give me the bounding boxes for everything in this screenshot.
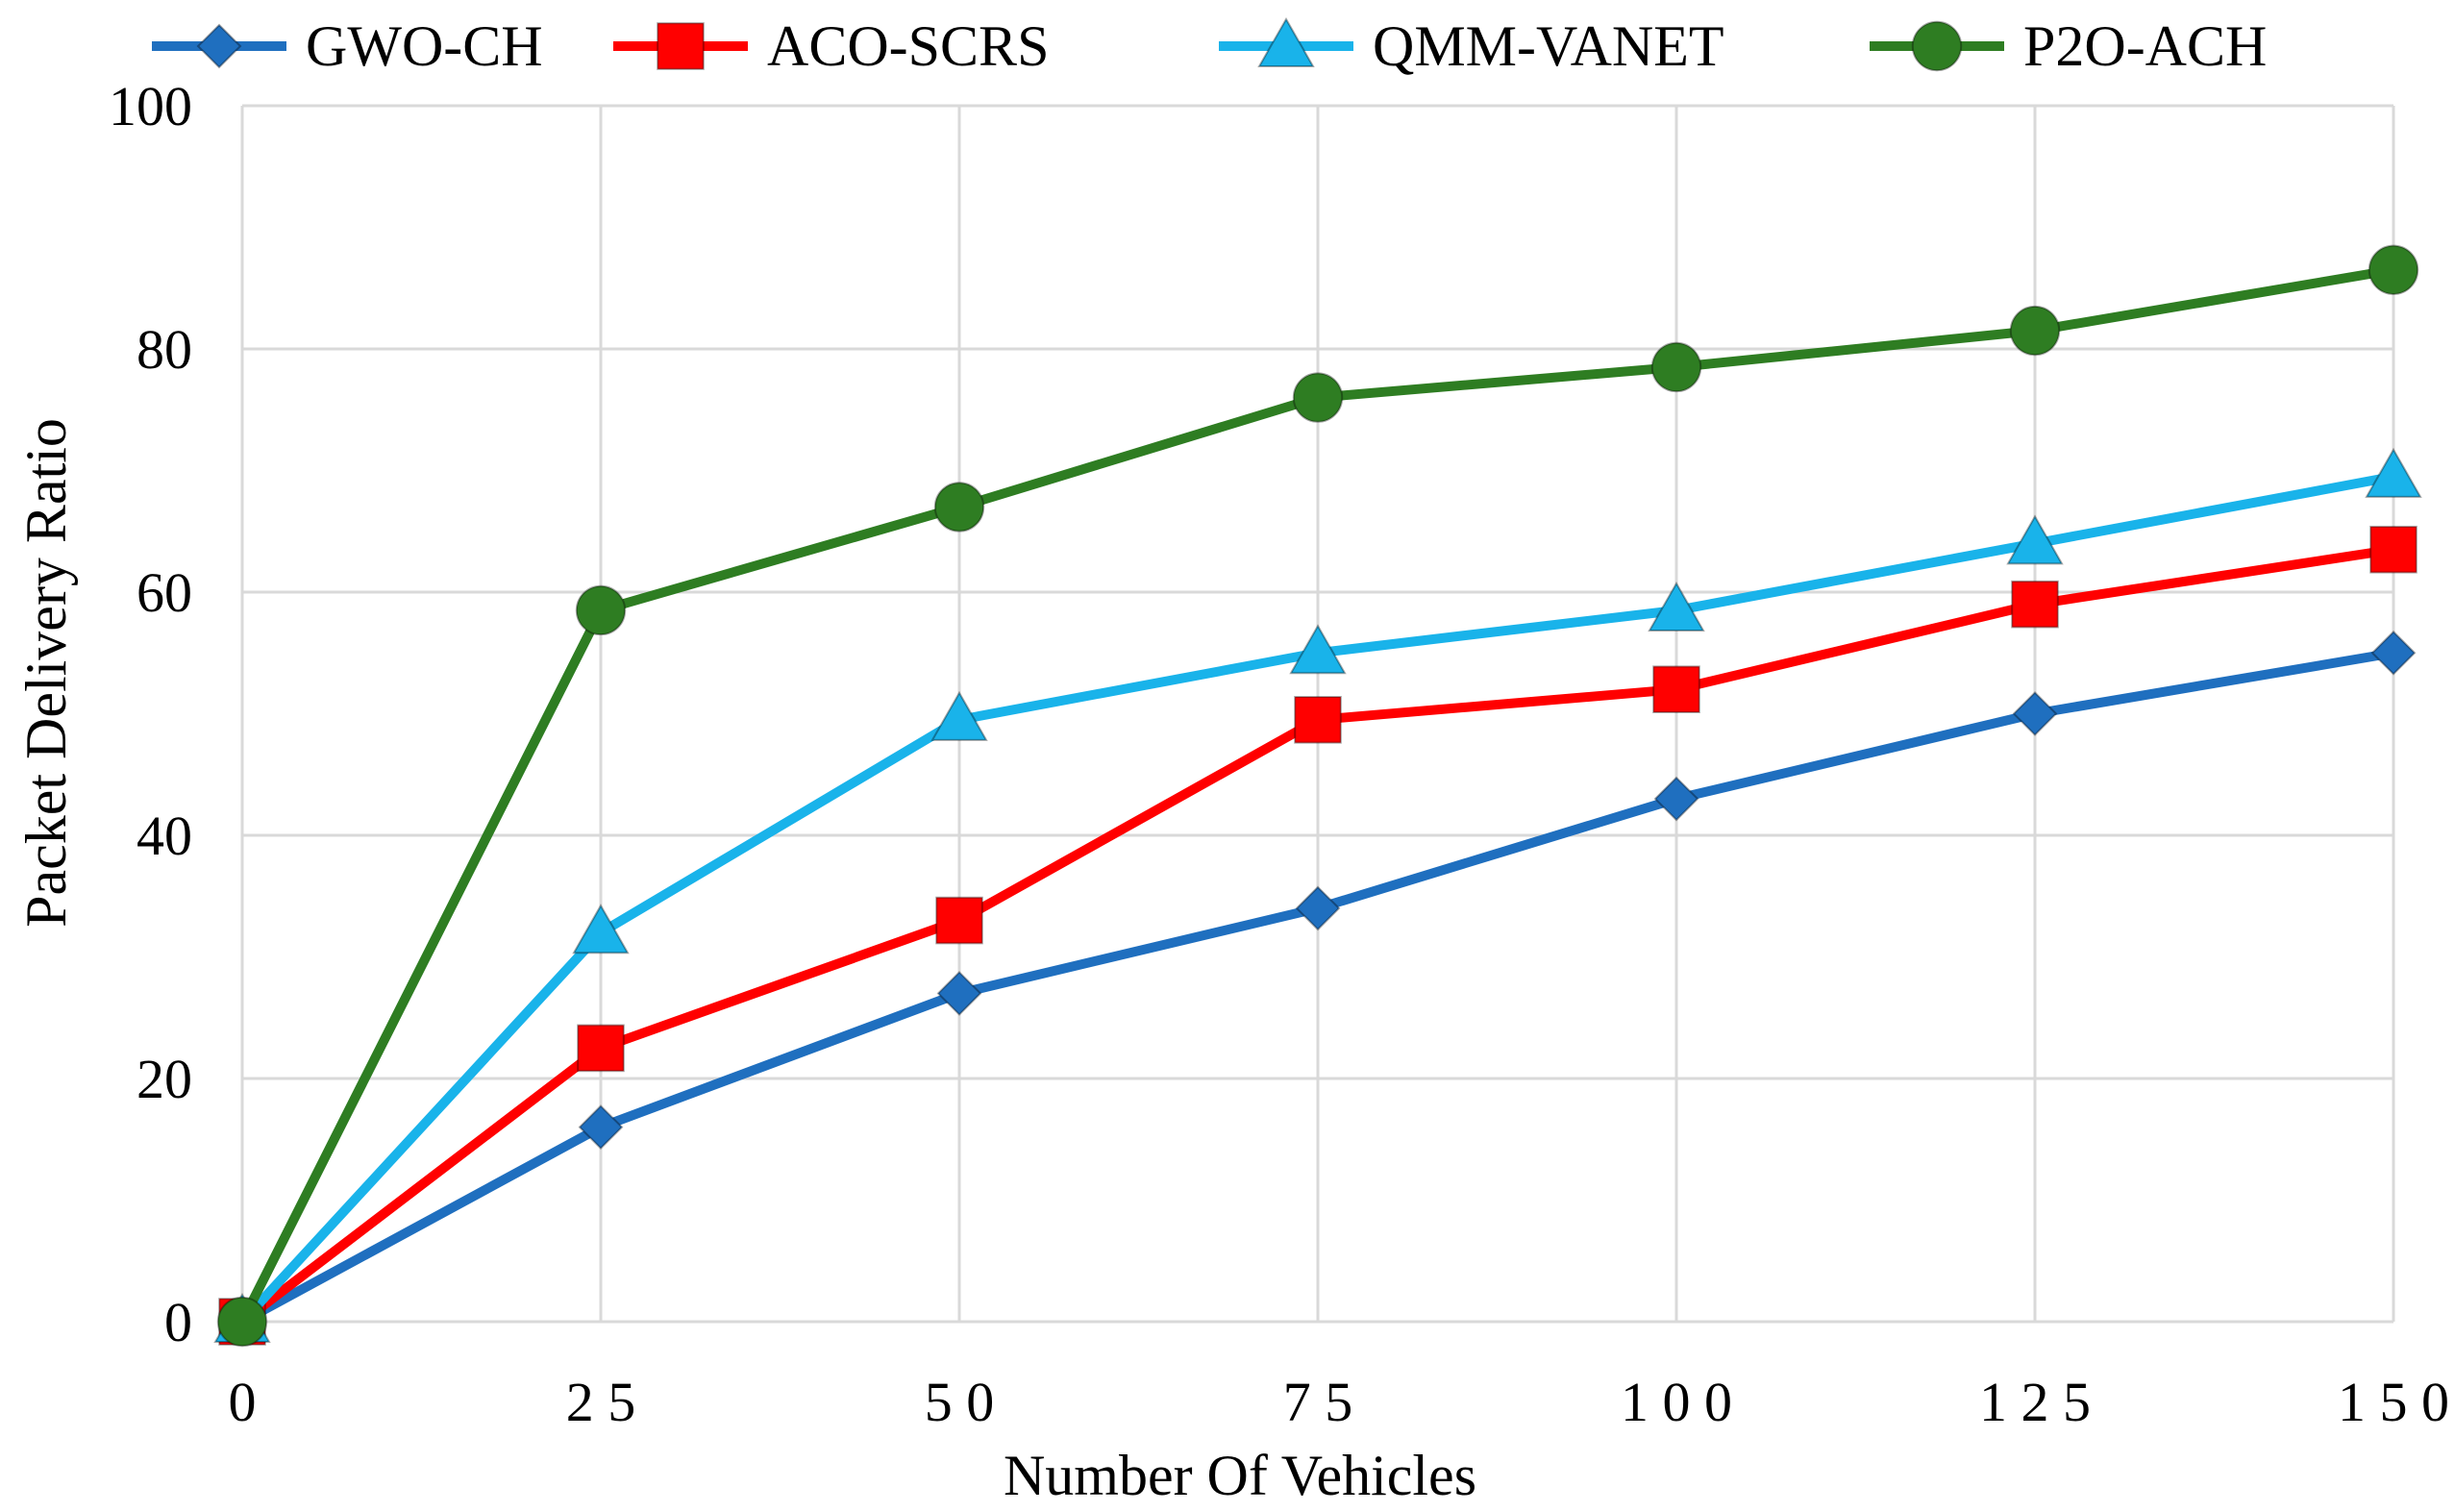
series-gwo-ch bbox=[219, 630, 2417, 1345]
legend-label: GWO-CH bbox=[306, 14, 543, 78]
legend-label: P2O-ACH bbox=[2023, 14, 2267, 78]
x-axis-ticks: 0 2 5 5 0 7 5 1 0 0 1 2 5 1 5 0 bbox=[229, 1371, 2450, 1433]
legend-marker bbox=[1911, 20, 1963, 72]
data-point bbox=[1653, 776, 1699, 822]
data-point bbox=[578, 1104, 624, 1151]
y-tick-label: 20 bbox=[136, 1048, 192, 1110]
legend-label: ACO-SCRS bbox=[767, 14, 1049, 78]
data-point bbox=[936, 971, 982, 1016]
data-point bbox=[1648, 581, 1705, 632]
data-point bbox=[572, 904, 630, 954]
y-tick-label: 0 bbox=[164, 1291, 192, 1353]
y-tick-label: 60 bbox=[136, 561, 192, 624]
data-point bbox=[1289, 624, 1347, 675]
series-p2o-ach bbox=[216, 244, 2419, 1348]
x-tick-label: 2 5 bbox=[566, 1371, 636, 1433]
data-point bbox=[2365, 447, 2422, 498]
x-axis-label: Number Of Vehicles bbox=[1004, 1444, 1476, 1507]
data-point bbox=[1650, 341, 1702, 393]
x-tick-label: 1 2 5 bbox=[1979, 1371, 2091, 1433]
y-tick-label: 100 bbox=[109, 75, 192, 137]
data-point bbox=[577, 1024, 625, 1073]
data-point bbox=[1292, 372, 1344, 423]
series-group bbox=[213, 244, 2422, 1348]
legend-marker bbox=[196, 23, 242, 69]
legend-marker bbox=[1257, 16, 1315, 67]
legend: GWO-CH ACO-SCRS QMM-VANET P2O-ACH bbox=[152, 14, 2267, 78]
data-point bbox=[930, 690, 988, 741]
series-qmm-vanet bbox=[213, 447, 2422, 1343]
data-point bbox=[216, 1296, 268, 1348]
data-point bbox=[935, 896, 983, 945]
y-axis-label: Packet Delivery Ratio bbox=[14, 418, 78, 928]
data-point bbox=[1295, 885, 1341, 931]
x-tick-label: 5 0 bbox=[925, 1371, 995, 1433]
data-point bbox=[2011, 580, 2059, 629]
data-point bbox=[2368, 244, 2419, 295]
x-tick-label: 1 0 0 bbox=[1621, 1371, 1732, 1433]
data-point bbox=[1652, 665, 1700, 714]
data-point bbox=[2369, 525, 2418, 574]
x-tick-label: 1 5 0 bbox=[2338, 1371, 2449, 1433]
y-tick-label: 40 bbox=[136, 805, 192, 867]
x-tick-label: 7 5 bbox=[1283, 1371, 1353, 1433]
x-tick-label: 0 bbox=[229, 1371, 257, 1433]
y-tick-label: 80 bbox=[136, 318, 192, 381]
data-point bbox=[1294, 696, 1342, 744]
legend-label: QMM-VANET bbox=[1373, 14, 1724, 78]
data-point bbox=[575, 584, 627, 636]
y-axis-ticks: 0 20 40 60 80 100 bbox=[109, 75, 192, 1353]
data-point bbox=[933, 482, 985, 533]
data-point bbox=[2012, 691, 2058, 736]
data-point bbox=[2009, 305, 2061, 357]
legend-marker bbox=[657, 22, 705, 70]
data-point bbox=[2370, 630, 2417, 676]
data-point bbox=[2006, 514, 2064, 565]
